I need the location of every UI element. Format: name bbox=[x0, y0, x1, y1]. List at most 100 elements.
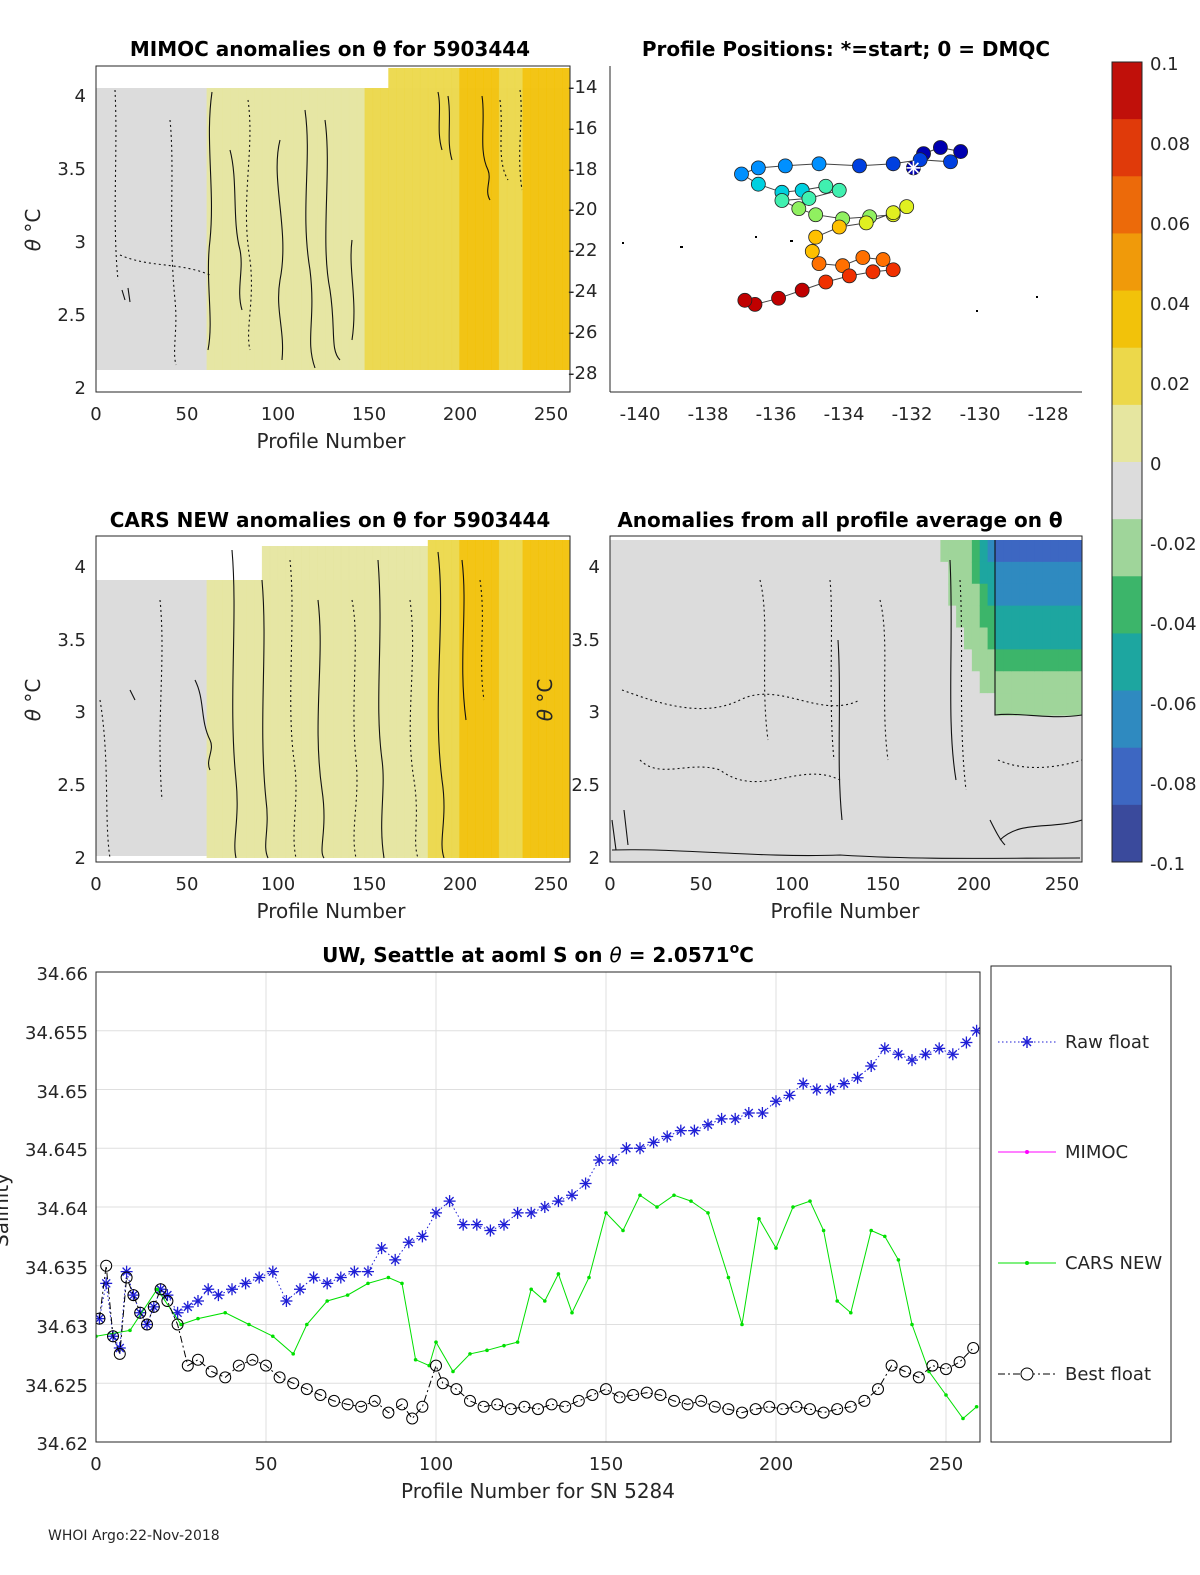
best-float-point bbox=[396, 1398, 408, 1411]
heatmap-cell bbox=[987, 605, 997, 629]
heatmap-cell bbox=[143, 88, 152, 370]
profile-position-point bbox=[801, 191, 817, 206]
heatmap-cell bbox=[246, 580, 255, 858]
allavg-xlabel: Profile Number bbox=[771, 899, 921, 923]
heatmap-cell bbox=[979, 627, 989, 650]
heatmap-cell bbox=[199, 580, 208, 858]
heatmap-cell bbox=[1019, 649, 1028, 672]
heatmap-cell bbox=[964, 540, 973, 563]
series-point bbox=[757, 1216, 761, 1221]
colorbar-segment bbox=[1112, 633, 1142, 692]
allavg-ytick: 3.5 bbox=[571, 630, 600, 651]
heatmap-cell bbox=[869, 649, 879, 672]
mimoc-xtick: 250 bbox=[534, 404, 568, 425]
profile-position-point bbox=[808, 207, 824, 223]
profile-position-point bbox=[953, 144, 969, 159]
profile-position-point bbox=[933, 140, 948, 155]
heatmap-cell bbox=[301, 546, 310, 858]
legend-marker-asterisk bbox=[1021, 1036, 1033, 1048]
heatmap-cell bbox=[995, 627, 1004, 650]
mimoc-xtick: 200 bbox=[443, 404, 477, 425]
cars-xtick: 150 bbox=[352, 874, 386, 895]
heatmap-cell bbox=[1058, 583, 1067, 607]
heatmap-cell bbox=[924, 583, 934, 607]
cars-ytick: 3.5 bbox=[57, 630, 86, 651]
raw-float-point bbox=[783, 1089, 796, 1102]
heatmap-cell bbox=[964, 627, 973, 650]
heatmap-cell bbox=[491, 68, 500, 370]
heatmap-cell bbox=[838, 583, 847, 607]
best-float-point bbox=[430, 1359, 442, 1372]
heatmap-cell bbox=[877, 605, 886, 629]
heatmap-cell bbox=[877, 561, 886, 585]
heatmap-cell bbox=[340, 88, 350, 370]
mimoc-x-ticks: 0 50 100 150 200 250 bbox=[90, 404, 568, 425]
cars-x-ticks: 0 50 100 150 200 250 bbox=[90, 874, 568, 895]
mimoc-ytick: 4 bbox=[75, 86, 86, 107]
salinity-ytick: 34.645 bbox=[25, 1140, 88, 1161]
profile-position-point bbox=[885, 156, 901, 172]
best-float-point bbox=[232, 1359, 245, 1372]
raw-float-point bbox=[674, 1124, 687, 1137]
heatmap-cell bbox=[222, 88, 231, 370]
series-point bbox=[672, 1193, 676, 1198]
profile-position-point bbox=[734, 166, 749, 182]
salinity-series bbox=[96, 1024, 980, 1425]
heatmap-cell bbox=[159, 88, 168, 370]
heatmap-cell bbox=[995, 561, 1004, 585]
heatmap-cell bbox=[846, 693, 855, 716]
best-float-point bbox=[967, 1342, 980, 1354]
profile-position-point bbox=[831, 219, 847, 235]
heatmap-cell bbox=[1026, 671, 1036, 694]
mimoc-heatmap bbox=[96, 68, 570, 370]
colorbar: 0.1 0.08 0.06 0.04 0.02 0 -0.02 -0.04 -0… bbox=[1111, 54, 1197, 875]
series-point bbox=[689, 1199, 693, 1203]
raw-float-point bbox=[266, 1265, 279, 1278]
positions-ytick: -14 bbox=[568, 77, 597, 98]
heatmap-cell bbox=[1050, 605, 1059, 629]
heatmap-cell bbox=[372, 546, 381, 858]
heatmap-cell bbox=[940, 627, 949, 650]
heatmap-cell bbox=[1042, 561, 1052, 585]
heatmap-cell bbox=[1074, 693, 1082, 716]
heatmap-cell bbox=[877, 649, 886, 672]
cars-ytick: 3 bbox=[75, 702, 86, 723]
profile-position-point bbox=[855, 250, 871, 265]
series-point bbox=[223, 1310, 227, 1315]
positions-ytick: -22 bbox=[568, 240, 597, 261]
heatmap-cell bbox=[554, 68, 563, 370]
raw-float-point bbox=[202, 1283, 215, 1296]
heatmap-cell bbox=[846, 627, 855, 650]
series-point bbox=[896, 1258, 901, 1262]
heatmap-cell bbox=[1034, 671, 1044, 694]
heatmap-cell bbox=[285, 88, 295, 370]
profile-position-point bbox=[912, 152, 928, 168]
heatmap-cell bbox=[901, 540, 910, 563]
heatmap-cell bbox=[995, 693, 1004, 716]
heatmap-cell bbox=[916, 583, 926, 607]
heatmap-cell bbox=[1003, 540, 1012, 563]
heatmap-cell bbox=[901, 605, 910, 629]
heatmap-cell bbox=[940, 605, 949, 629]
heatmap-cell bbox=[995, 583, 1004, 607]
colorbar-tick: 0 bbox=[1150, 454, 1161, 475]
heatmap-cell bbox=[506, 540, 516, 858]
salinity-xlabel: Profile Number for SN 5284 bbox=[401, 1479, 675, 1503]
heatmap-cell bbox=[1034, 561, 1044, 585]
heatmap-cell bbox=[971, 605, 981, 629]
series-point bbox=[808, 1199, 812, 1203]
best-float-point bbox=[341, 1398, 354, 1411]
heatmap-cell bbox=[940, 649, 949, 672]
land-speck bbox=[1036, 296, 1038, 298]
best-float-point bbox=[477, 1400, 490, 1413]
heatmap-cell bbox=[427, 68, 437, 370]
allavg-title: Anomalies from all profile average on θ bbox=[617, 508, 1062, 532]
series-point bbox=[529, 1287, 533, 1292]
heatmap-cell bbox=[151, 580, 160, 858]
heatmap-cell bbox=[971, 693, 981, 716]
raw-float-point bbox=[239, 1277, 252, 1290]
heatmap-cell bbox=[1011, 627, 1020, 650]
salinity-ytick: 34.625 bbox=[25, 1376, 88, 1397]
series-point bbox=[587, 1275, 591, 1280]
colorbar-tick: -0.08 bbox=[1150, 774, 1197, 795]
